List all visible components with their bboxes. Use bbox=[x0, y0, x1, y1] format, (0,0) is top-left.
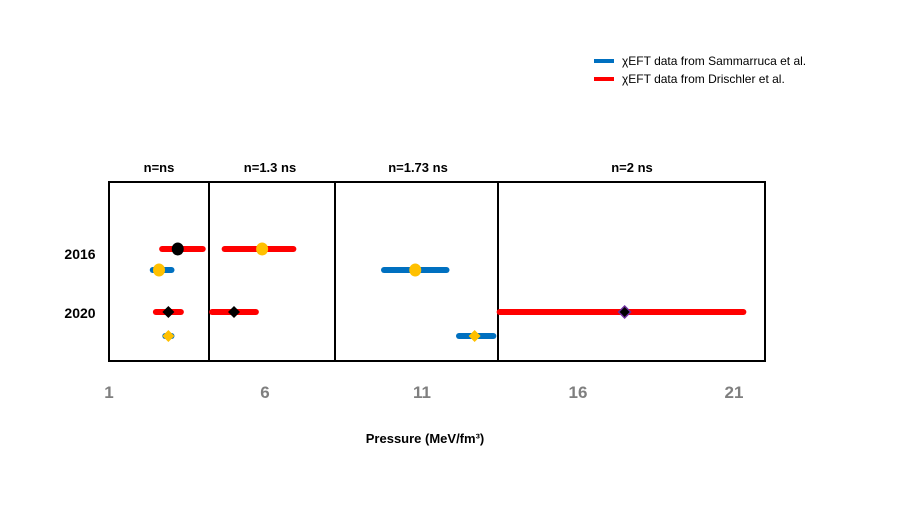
data-point-0 bbox=[171, 242, 184, 256]
data-point-7 bbox=[468, 330, 481, 342]
data-point-6 bbox=[228, 306, 240, 318]
y-label-2016: 2016 bbox=[64, 246, 95, 262]
data-marks bbox=[149, 242, 747, 342]
data-point-1 bbox=[153, 263, 165, 277]
x-tick-label: 11 bbox=[413, 383, 431, 402]
region-label-1-73ns: n=1.73 ns bbox=[388, 160, 448, 175]
region-labels: n=ns n=1.3 ns n=1.73 ns n=2 ns bbox=[144, 160, 653, 175]
y-label-2020: 2020 bbox=[64, 305, 95, 321]
x-tick-label: 21 bbox=[725, 383, 744, 402]
x-ticks: 1 6 11 16 21 bbox=[104, 383, 743, 402]
data-point-8 bbox=[617, 304, 632, 320]
data-point-3 bbox=[409, 263, 422, 277]
data-point-2 bbox=[256, 242, 269, 256]
plot-frame bbox=[108, 181, 766, 362]
data-point-4 bbox=[162, 306, 175, 318]
region-label-ns: n=ns bbox=[144, 160, 175, 175]
legend: χEFT data from Sammarruca et al. χEFT da… bbox=[594, 54, 806, 86]
x-tick-label: 1 bbox=[104, 383, 113, 402]
x-axis-label: Pressure (MeV/fm³) bbox=[366, 431, 484, 446]
region-label-1-3ns: n=1.3 ns bbox=[244, 160, 296, 175]
legend-label-drischler: χEFT data from Drischler et al. bbox=[622, 72, 785, 86]
legend-label-sammarruca: χEFT data from Sammarruca et al. bbox=[622, 54, 806, 68]
x-tick-label: 16 bbox=[569, 383, 588, 402]
data-point-5 bbox=[162, 330, 175, 342]
x-tick-label: 6 bbox=[260, 383, 269, 402]
region-label-2ns: n=2 ns bbox=[611, 160, 653, 175]
